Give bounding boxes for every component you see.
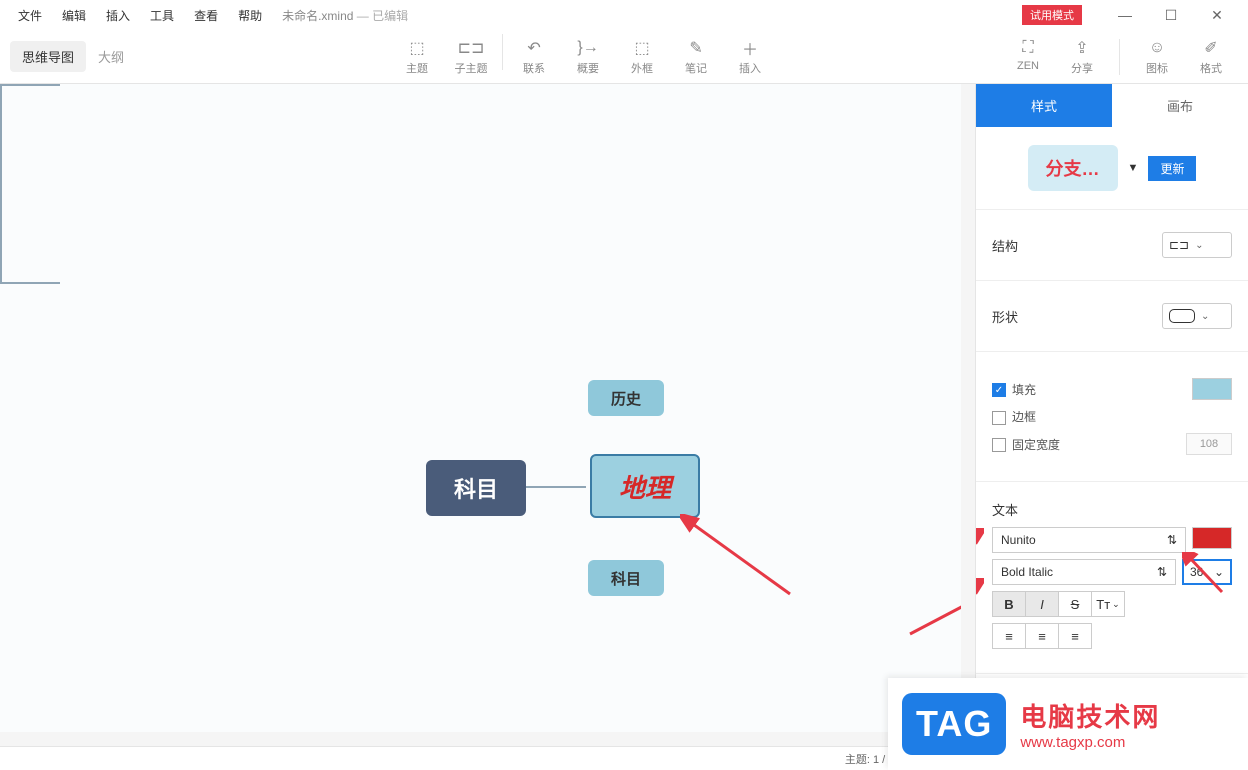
border-label: 边框 [1012,410,1036,424]
scrollbar-vertical[interactable] [961,84,975,746]
window-close-button[interactable]: ✕ [1194,0,1240,30]
border-checkbox[interactable] [992,411,1006,425]
structure-label: 结构 [992,236,1018,255]
annotation-arrow-1 [680,514,800,604]
font-family-select[interactable]: Nunito⇅ [992,527,1186,553]
root-node[interactable]: 科目 [426,460,526,516]
tool-insert[interactable]: ＋插入 [723,34,777,80]
tool-zen[interactable]: ⛶ZEN [1001,34,1055,80]
shape-select[interactable]: ⌄ [1162,303,1232,329]
boundary-icon: ⬚ [615,38,669,58]
child-node-1[interactable]: 历史 [588,380,664,416]
topic-icon: ⬚ [390,38,444,58]
updown-icon: ⇅ [1157,565,1167,579]
menu-file[interactable]: 文件 [8,7,52,24]
canvas[interactable]: 科目 历史 地理 科目 [0,84,976,746]
branch-style-chip[interactable]: 分支… [1028,145,1118,191]
case-button[interactable]: Tᴛ⌄ [1091,591,1125,617]
menu-edit[interactable]: 编辑 [52,7,96,24]
note-icon: ✎ [669,38,723,58]
child-node-2-selected[interactable]: 地理 [590,454,700,518]
filename-label: 未命名.xmind — 已编辑 [282,7,408,24]
structure-icon: ⊏⊐ [1169,238,1189,252]
tool-subtopic[interactable]: ⊏⊐子主题 [444,34,498,80]
smiley-icon: ☺ [1130,38,1184,58]
connector-mid [526,486,586,488]
fixedwidth-label: 固定宽度 [1012,438,1060,452]
tag-url: www.tagxp.com [1020,734,1160,751]
align-center-button[interactable]: ≡ [1025,623,1059,649]
fill-label: 填充 [1012,383,1036,397]
text-color-swatch[interactable] [1192,527,1232,549]
chevron-down-icon: ⌄ [1201,311,1209,322]
text-section-label: 文本 [992,500,1232,519]
font-weight-select[interactable]: Bold Italic⇅ [992,559,1176,585]
summary-icon: }→ [561,38,615,58]
panel-top-format-btn[interactable]: ✐格式 [1184,34,1238,80]
align-left-button[interactable]: ≡ [992,623,1026,649]
toolbar: 思维导图 大纲 ⬚主题 ⊏⊐子主题 ↶联系 }→概要 ⬚外框 ✎笔记 ＋插入 ⛶… [0,30,1248,84]
fixedwidth-checkbox[interactable] [992,438,1006,452]
menu-tools[interactable]: 工具 [140,7,184,24]
shape-icon [1169,309,1195,323]
tool-share[interactable]: ⇪分享 [1055,34,1109,80]
tool-topic[interactable]: ⬚主题 [390,34,444,80]
update-button[interactable]: 更新 [1148,156,1196,181]
share-icon: ⇪ [1055,38,1109,58]
view-tab-mindmap[interactable]: 思维导图 [10,41,86,72]
tool-note[interactable]: ✎笔记 [669,34,723,80]
branch-dropdown-icon[interactable]: ▼ [1128,162,1139,174]
fill-color-swatch[interactable] [1192,378,1232,400]
relation-icon: ↶ [507,38,561,58]
tag-title: 电脑技术网 [1020,697,1160,734]
menu-bar: 文件 编辑 插入 工具 查看 帮助 未命名.xmind — 已编辑 试用模式 —… [0,0,1248,30]
font-size-select[interactable]: 36⌄ [1182,559,1232,585]
panel-tab-style[interactable]: 样式 [976,84,1112,127]
connector-lines [0,84,60,284]
menu-insert[interactable]: 插入 [96,7,140,24]
bold-button[interactable]: B [992,591,1026,617]
fixedwidth-input[interactable] [1186,433,1232,455]
tool-relation[interactable]: ↶联系 [507,34,561,80]
panel-tab-canvas[interactable]: 画布 [1112,84,1248,127]
tool-boundary[interactable]: ⬚外框 [615,34,669,80]
watermark-banner: TAG 电脑技术网 www.tagxp.com [888,678,1248,770]
chevron-down-icon: ⌄ [1214,565,1224,579]
format-panel: 样式 画布 分支… ▼ 更新 结构 ⊏⊐ ⌄ 形状 ⌄ ✓ 填充 [976,84,1248,746]
menu-help[interactable]: 帮助 [228,7,272,24]
trial-badge[interactable]: 试用模式 [1022,5,1082,25]
topic-count: 主题: 1 / 4 [845,751,895,767]
view-tab-outline[interactable]: 大纲 [86,41,136,72]
annotation-arrow-3 [976,528,984,572]
updown-icon: ⇅ [1167,533,1177,547]
scrollbar-horizontal[interactable] [0,732,961,746]
window-maximize-button[interactable]: ☐ [1148,0,1194,30]
fill-checkbox[interactable]: ✓ [992,383,1006,397]
menu-view[interactable]: 查看 [184,7,228,24]
panel-top-icons-btn[interactable]: ☺图标 [1130,34,1184,80]
insert-icon: ＋ [723,38,777,58]
status-bar: 主题: 1 / 4 ⊞ ◎ ⤢ [0,746,976,770]
structure-select[interactable]: ⊏⊐ ⌄ [1162,232,1232,258]
align-right-button[interactable]: ≡ [1058,623,1092,649]
annotation-arrow-5 [976,578,984,622]
tool-summary[interactable]: }→概要 [561,34,615,80]
tag-logo: TAG [902,693,1006,755]
child-node-3[interactable]: 科目 [588,560,664,596]
italic-button[interactable]: I [1025,591,1059,617]
subtopic-icon: ⊏⊐ [444,38,498,58]
strike-button[interactable]: S [1058,591,1092,617]
chevron-down-icon: ⌄ [1195,240,1203,251]
shape-label: 形状 [992,307,1018,326]
zen-icon: ⛶ [1001,38,1055,58]
window-minimize-button[interactable]: — [1102,0,1148,30]
brush-icon: ✐ [1184,38,1238,58]
